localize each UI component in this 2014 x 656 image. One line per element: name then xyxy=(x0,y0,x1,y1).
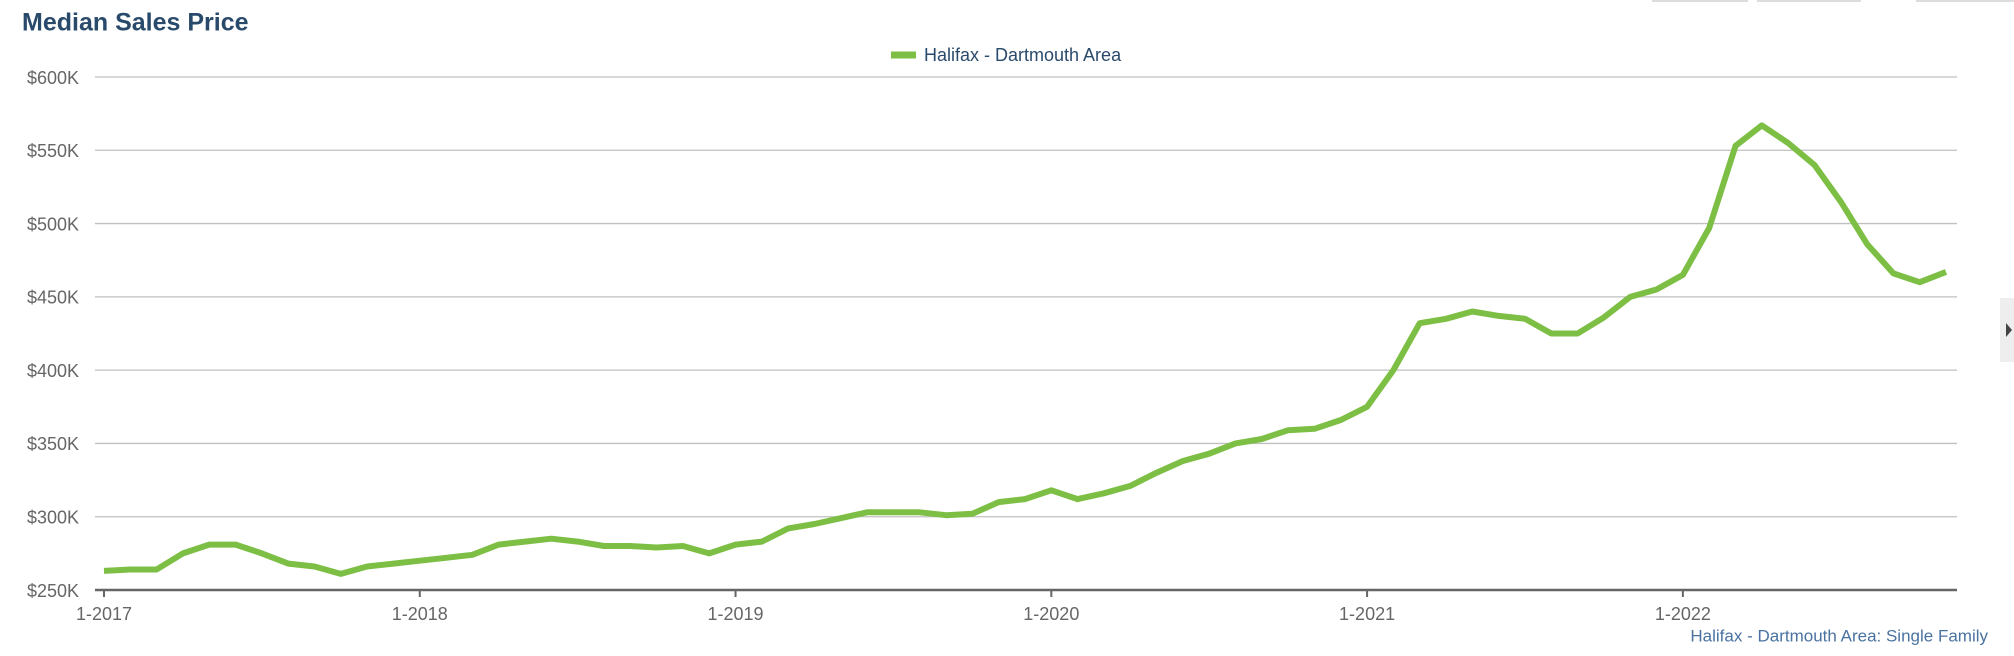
y-tick-label: $550K xyxy=(27,141,79,161)
x-tick-label: 1-2018 xyxy=(392,604,448,624)
x-tick-label: 1-2019 xyxy=(708,604,764,624)
y-tick-label: $300K xyxy=(27,507,79,527)
x-tick-label: 1-2020 xyxy=(1023,604,1079,624)
line-series xyxy=(103,122,1948,577)
y-tick-label: $400K xyxy=(27,361,79,381)
tab[interactable] xyxy=(1916,0,2014,2)
side-toggle-arrow xyxy=(2006,323,2012,337)
y-tick-label: $250K xyxy=(27,581,79,601)
x-tick-label: 1-2017 xyxy=(76,604,132,624)
credit: Halifax - Dartmouth Area: Single Family xyxy=(1690,626,1988,645)
y-tick-label: $350K xyxy=(27,434,79,454)
tab[interactable] xyxy=(1757,0,1861,2)
legend-label: Halifax - Dartmouth Area xyxy=(924,45,1122,65)
y-tick-label: $500K xyxy=(27,214,79,234)
tab[interactable] xyxy=(1652,0,1748,2)
x-tick-label: 1-2022 xyxy=(1655,604,1711,624)
x-tick-label: 1-2021 xyxy=(1339,604,1395,624)
y-tick-label: $600K xyxy=(27,68,79,88)
y-tick-label: $450K xyxy=(27,288,79,308)
chart-title: Median Sales Price xyxy=(22,9,249,37)
